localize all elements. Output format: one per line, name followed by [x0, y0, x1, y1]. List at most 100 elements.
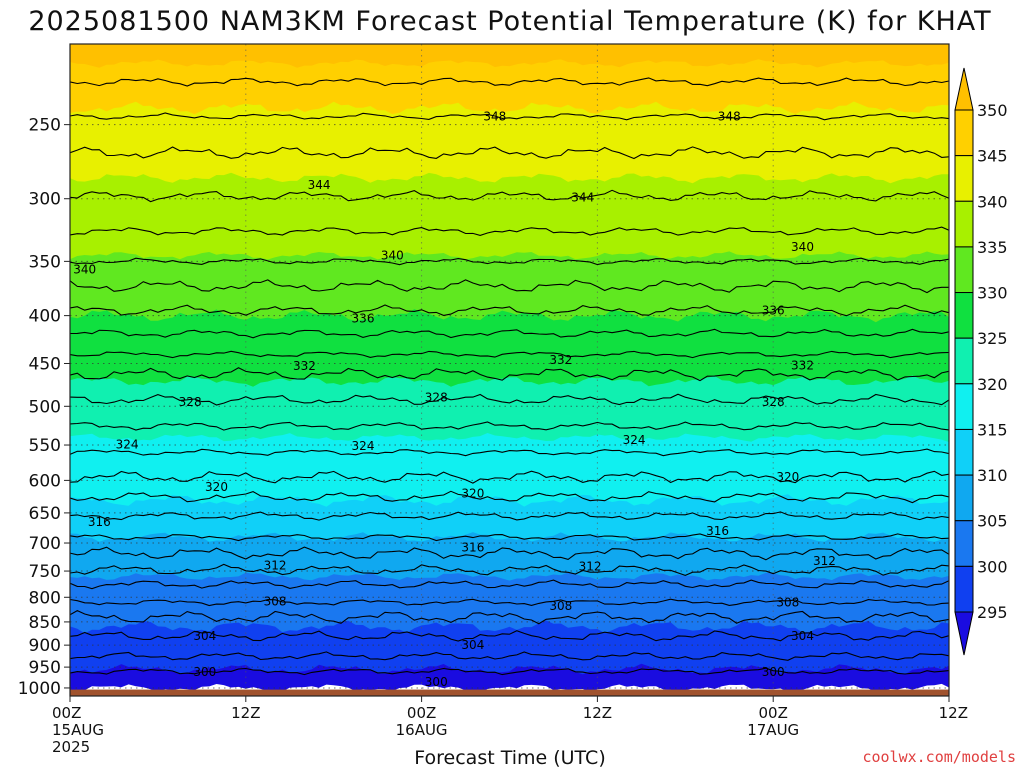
ground-strip	[70, 689, 949, 696]
x-tick-label-0-2: 2025	[52, 738, 90, 756]
contour-label-304: 304	[791, 629, 814, 643]
contour-label-300: 300	[193, 665, 216, 679]
contour-label-328: 328	[425, 390, 448, 404]
isentrope-332	[70, 350, 949, 359]
isentrope-326	[70, 421, 949, 431]
contour-label-340: 340	[791, 240, 814, 254]
colorbar-segment-320	[954, 383, 974, 430]
filled-contour-bands	[70, 44, 949, 693]
colorbar-label-300: 300	[977, 557, 1008, 576]
contour-label-344: 344	[571, 190, 594, 204]
colorbar-label-345: 345	[977, 147, 1008, 166]
contour-label-304: 304	[193, 629, 216, 643]
colorbar-segment-300	[954, 565, 974, 613]
colorbar-label-325: 325	[977, 329, 1008, 348]
contour-label-344: 344	[308, 178, 331, 192]
contour-label-304: 304	[461, 638, 484, 652]
isentrope-348	[70, 112, 949, 121]
colorbar-segment-345	[954, 155, 974, 202]
band-355-360	[70, 44, 949, 68]
colorbar-label-320: 320	[977, 375, 1008, 394]
isentrope-342	[70, 226, 949, 236]
contour-label-308: 308	[264, 594, 287, 608]
plot-area: 300 300 300 304 304 304 308 308 308 312 312 312 316 3…	[70, 44, 949, 696]
isentrope-336	[70, 304, 949, 317]
colorbar-label-330: 330	[977, 284, 1008, 303]
isentrope-314	[70, 546, 949, 561]
colorbar-label-295: 295	[977, 603, 1008, 622]
isentrope-328	[70, 393, 949, 406]
isentrope-346	[70, 146, 949, 160]
colorbar-over-arrow	[954, 67, 974, 111]
x-tick-label-4-1: 17AUG	[747, 721, 799, 739]
y-tick-label-700: 700	[29, 534, 61, 554]
colorbar-label-340: 340	[977, 192, 1008, 211]
x-tick-label-2-1: 16AUG	[396, 721, 448, 739]
y-tick-label-750: 750	[29, 562, 61, 582]
contour-labels: 300 300 300 304 304 304 308 308 308 312 312 312 316 3…	[73, 109, 836, 688]
contour-label-348: 348	[483, 109, 506, 123]
isentrope-316	[70, 533, 949, 542]
contour-label-328: 328	[179, 395, 202, 409]
credit-text: coolwx.com/models	[862, 748, 1016, 766]
y-tick-label-1000: 1000	[18, 679, 61, 699]
contour-label-300: 300	[762, 665, 785, 679]
chart-title: 2025081500 NAM3KM Forecast Potential Tem…	[28, 6, 991, 37]
contour-label-324: 324	[352, 439, 375, 453]
contour-label-340: 340	[73, 262, 96, 276]
isentrope-340	[70, 257, 949, 266]
ground-fill	[70, 689, 949, 696]
y-tick-label-650: 650	[29, 504, 61, 524]
contour-label-312: 312	[579, 560, 602, 574]
isentrope-330	[70, 367, 949, 382]
contour-label-332: 332	[293, 359, 316, 373]
isentrope-312	[70, 563, 949, 576]
colorbar-segment-330	[954, 292, 974, 339]
x-tick-label-1-0: 12Z	[231, 704, 260, 722]
contour-label-336: 336	[352, 312, 375, 326]
contour-label-348: 348	[718, 109, 741, 123]
y-tick-label-950: 950	[29, 658, 61, 678]
colorbar-segment-305	[954, 520, 974, 567]
isentrope-322	[70, 470, 949, 484]
isentrope-304	[70, 630, 949, 642]
plot-frame	[69, 43, 950, 697]
y-tick-label-800: 800	[29, 588, 61, 608]
y-tick-label-900: 900	[29, 636, 61, 656]
x-tick-label-0-0: 00Z	[52, 704, 81, 722]
colorbar-label-350: 350	[977, 101, 1008, 120]
isentrope-308	[70, 598, 949, 607]
contour-label-320: 320	[461, 487, 484, 501]
contour-label-308: 308	[776, 595, 799, 609]
x-tick-label-4-0: 00Z	[759, 704, 788, 722]
colorbar-under-arrow	[954, 611, 974, 656]
y-axis-ticks: 250 300 350 400 450 500 550 600 650 700 750 800 850 9…	[18, 116, 70, 699]
y-tick-label-500: 500	[29, 397, 61, 417]
isentrope-310	[70, 579, 949, 590]
contour-lines	[70, 77, 949, 676]
contour-label-320: 320	[776, 470, 799, 484]
contour-label-332: 332	[791, 358, 814, 372]
contour-label-336: 336	[762, 304, 785, 318]
isentrope-320	[70, 490, 949, 504]
colorbar-label-310: 310	[977, 466, 1008, 485]
colorbar-segment-310	[954, 474, 974, 522]
y-tick-label-400: 400	[29, 307, 61, 327]
contour-label-316: 316	[706, 524, 729, 538]
y-tick-label-450: 450	[29, 354, 61, 374]
colorbar-label-315: 315	[977, 420, 1008, 439]
y-tick-label-850: 850	[29, 613, 61, 633]
contour-label-312: 312	[813, 554, 836, 568]
colorbar-segment-315	[954, 428, 974, 476]
isentrope-350	[70, 77, 949, 87]
contour-label-328: 328	[762, 395, 785, 409]
colorbar-segment-350	[954, 109, 974, 157]
contour-label-312: 312	[264, 559, 287, 573]
grid-lines	[70, 44, 949, 696]
isentrope-324	[70, 448, 949, 457]
contour-label-316: 316	[88, 515, 111, 529]
isentrope-334	[70, 328, 949, 339]
contour-label-300: 300	[425, 675, 448, 689]
